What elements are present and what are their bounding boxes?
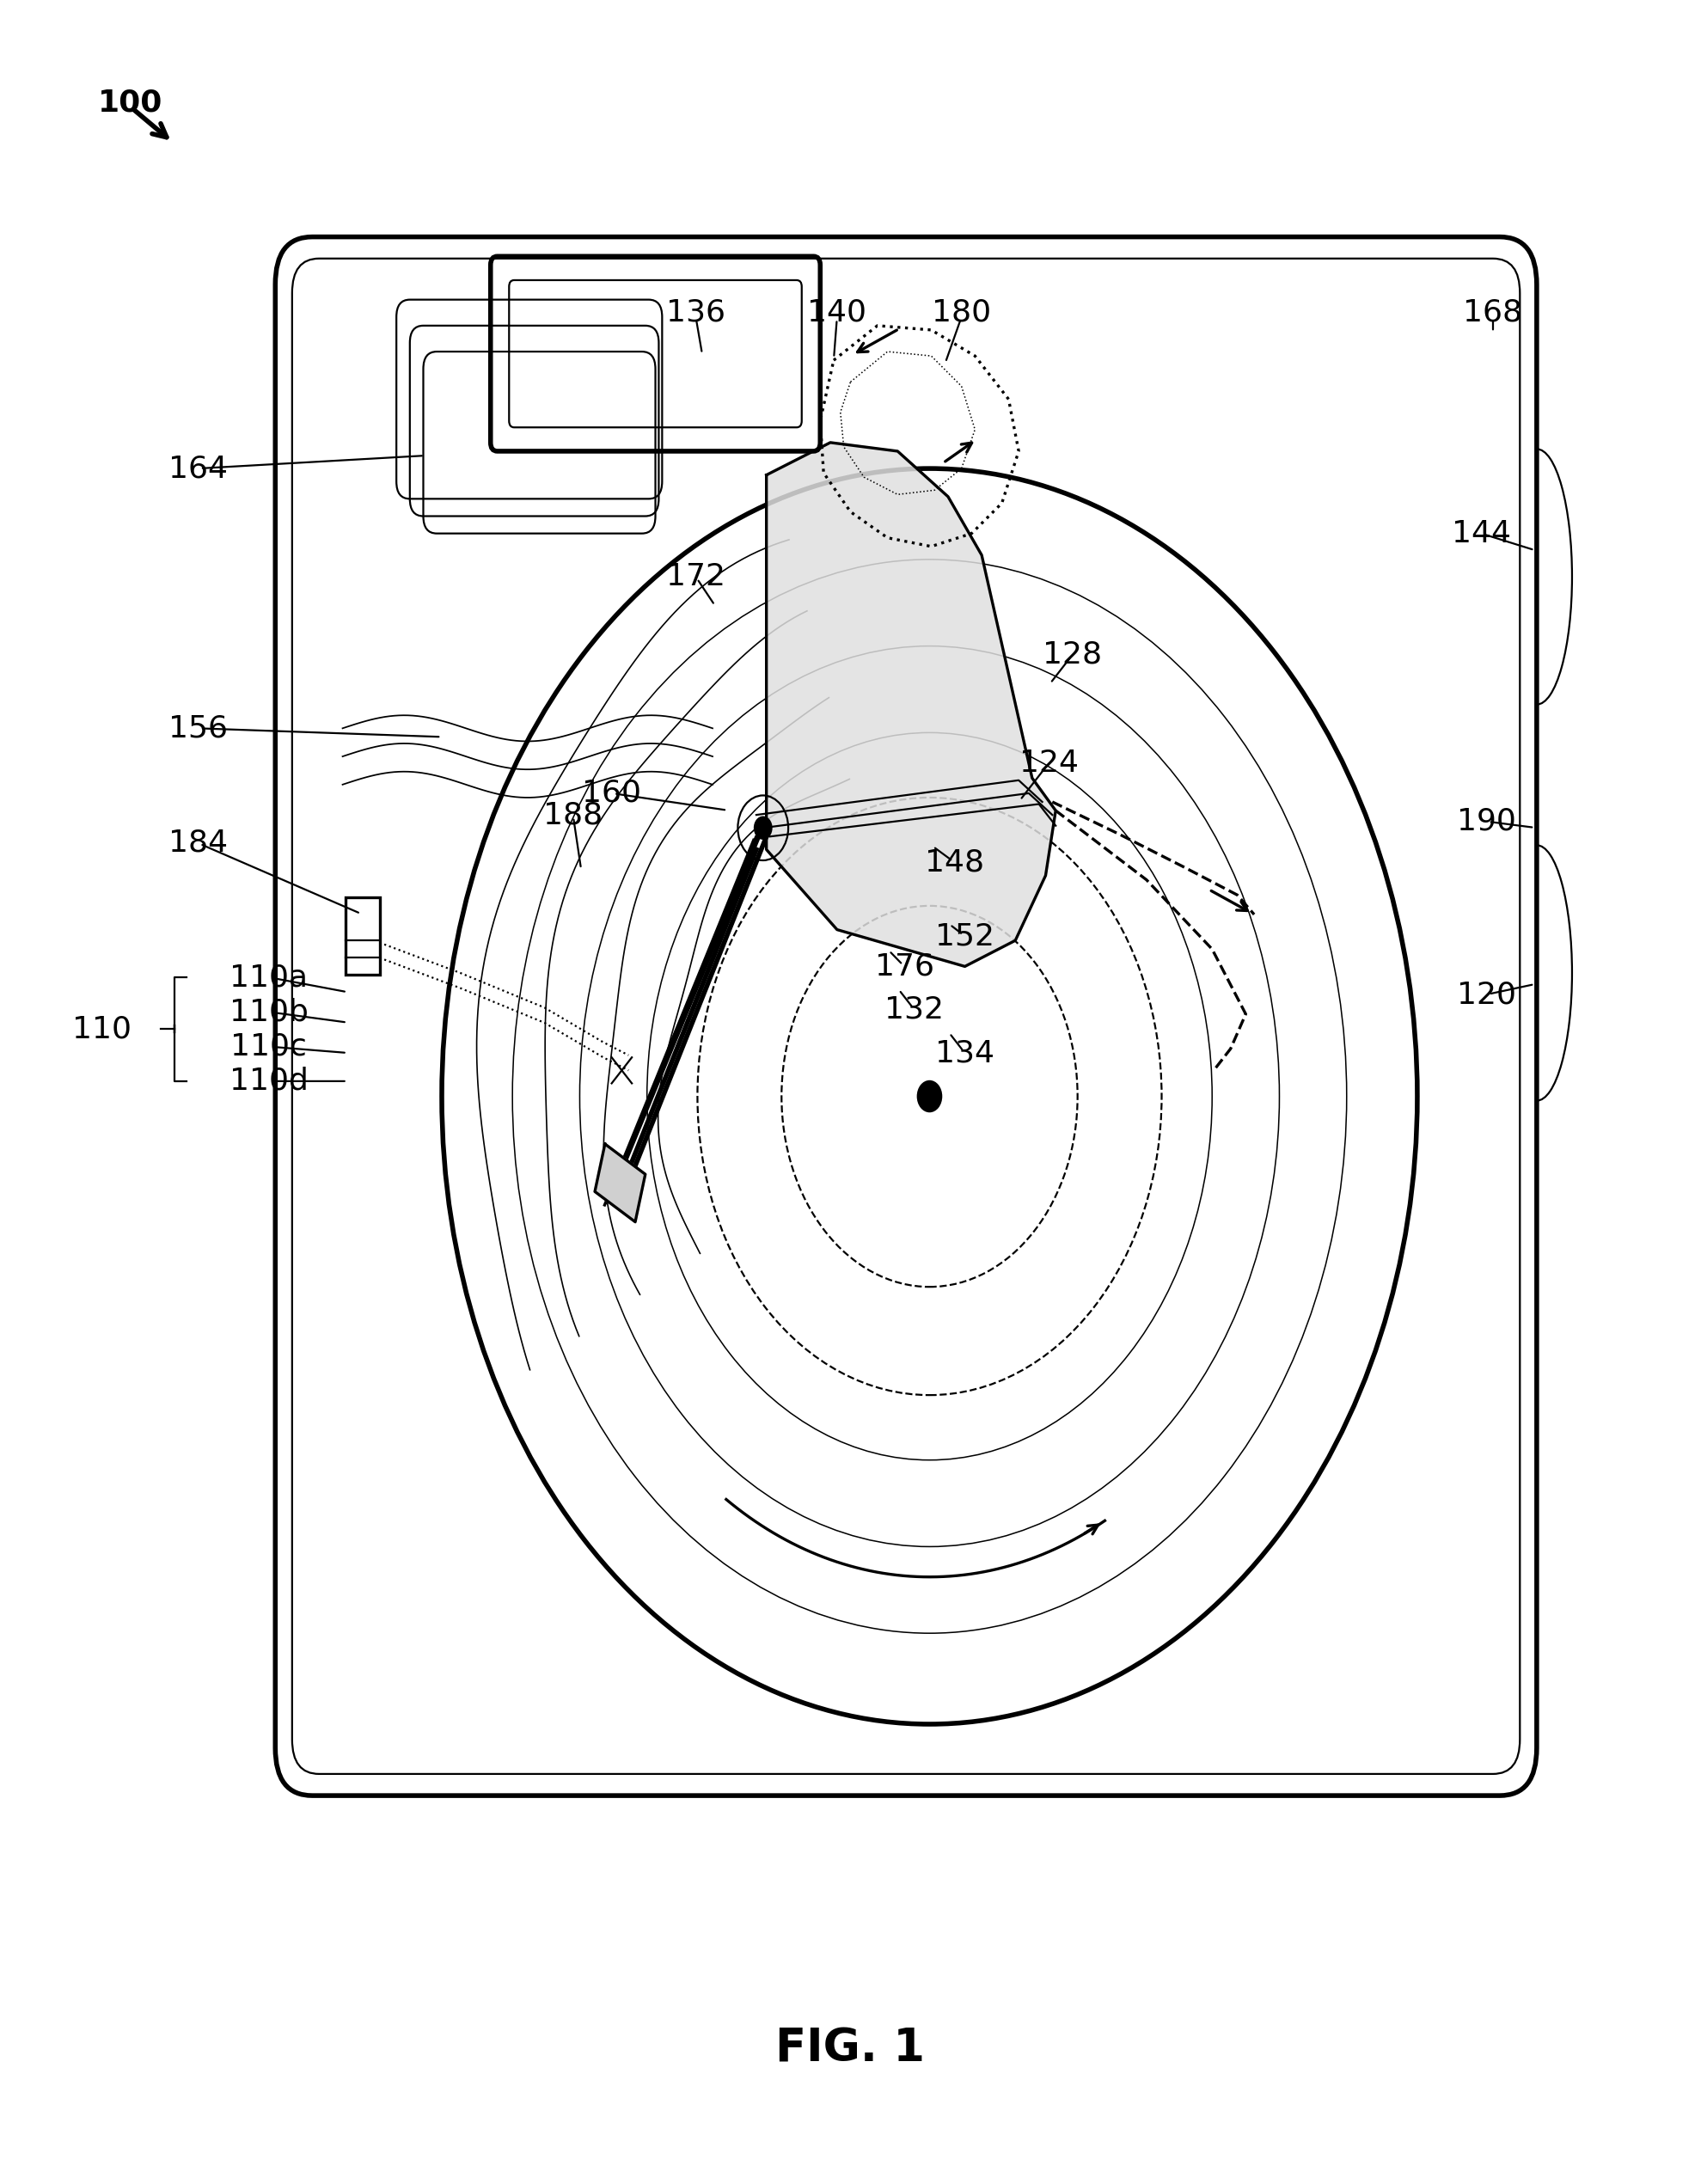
Text: 188: 188 bbox=[543, 799, 602, 830]
Circle shape bbox=[755, 817, 772, 839]
Text: 110a: 110a bbox=[230, 963, 308, 992]
Text: 132: 132 bbox=[885, 996, 944, 1024]
Text: 128: 128 bbox=[1043, 640, 1102, 668]
Text: 190: 190 bbox=[1456, 806, 1516, 836]
Text: FIG. 1: FIG. 1 bbox=[776, 2027, 925, 2070]
Text: 168: 168 bbox=[1463, 297, 1522, 328]
Polygon shape bbox=[595, 1144, 645, 1221]
Text: 110: 110 bbox=[73, 1016, 131, 1044]
Text: 140: 140 bbox=[808, 297, 868, 328]
Text: 110c: 110c bbox=[230, 1031, 306, 1061]
Text: 148: 148 bbox=[925, 847, 985, 878]
Text: 120: 120 bbox=[1456, 981, 1516, 1009]
Bar bbox=[345, 898, 379, 974]
Text: 144: 144 bbox=[1451, 520, 1510, 548]
Text: 160: 160 bbox=[582, 780, 641, 808]
Text: 110d: 110d bbox=[230, 1066, 308, 1096]
Circle shape bbox=[919, 1081, 941, 1112]
Text: 180: 180 bbox=[932, 297, 992, 328]
Text: 184: 184 bbox=[168, 828, 228, 858]
Text: 110b: 110b bbox=[230, 998, 308, 1026]
Text: 164: 164 bbox=[168, 454, 228, 483]
Text: 134: 134 bbox=[936, 1037, 995, 1068]
Text: 124: 124 bbox=[1019, 749, 1078, 778]
Text: 100: 100 bbox=[99, 87, 163, 118]
Text: 156: 156 bbox=[168, 714, 228, 743]
Text: 172: 172 bbox=[667, 561, 725, 592]
Text: 176: 176 bbox=[874, 952, 934, 981]
Text: 136: 136 bbox=[667, 297, 725, 328]
Text: 152: 152 bbox=[936, 922, 995, 950]
Polygon shape bbox=[767, 443, 1056, 968]
